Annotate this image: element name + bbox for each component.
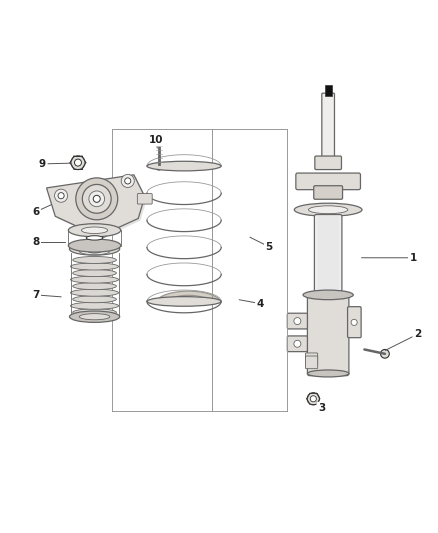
Ellipse shape (70, 243, 120, 255)
Polygon shape (49, 177, 147, 231)
Circle shape (55, 189, 67, 202)
Ellipse shape (71, 289, 119, 296)
Circle shape (381, 350, 389, 358)
Text: 3: 3 (318, 403, 325, 414)
FancyBboxPatch shape (305, 356, 318, 369)
FancyBboxPatch shape (307, 293, 349, 376)
Text: 5: 5 (265, 242, 273, 252)
Text: 1: 1 (410, 253, 417, 263)
Circle shape (310, 395, 316, 402)
Ellipse shape (71, 276, 119, 283)
FancyBboxPatch shape (287, 313, 307, 329)
Ellipse shape (307, 370, 349, 377)
Text: 2: 2 (414, 329, 421, 339)
Ellipse shape (88, 249, 101, 253)
Ellipse shape (71, 263, 119, 270)
Ellipse shape (70, 311, 120, 322)
FancyBboxPatch shape (287, 336, 307, 352)
Polygon shape (156, 291, 221, 302)
Ellipse shape (86, 236, 103, 240)
Circle shape (125, 178, 131, 184)
Circle shape (96, 224, 109, 238)
Ellipse shape (308, 206, 348, 214)
Circle shape (71, 156, 85, 169)
Circle shape (351, 319, 357, 326)
Ellipse shape (73, 256, 117, 263)
Ellipse shape (79, 313, 110, 320)
FancyBboxPatch shape (305, 353, 318, 366)
FancyBboxPatch shape (315, 156, 342, 169)
Text: 4: 4 (257, 298, 264, 309)
Circle shape (74, 159, 81, 166)
Circle shape (121, 174, 134, 188)
Circle shape (93, 195, 100, 203)
Text: 10: 10 (148, 135, 163, 145)
Ellipse shape (303, 290, 353, 300)
Polygon shape (46, 175, 145, 229)
Ellipse shape (73, 270, 117, 277)
Ellipse shape (71, 302, 119, 309)
Text: 7: 7 (32, 290, 39, 300)
Ellipse shape (294, 203, 362, 216)
FancyBboxPatch shape (348, 306, 361, 338)
Ellipse shape (73, 296, 117, 303)
FancyBboxPatch shape (296, 173, 360, 190)
Circle shape (76, 178, 118, 220)
Text: 9: 9 (39, 159, 46, 169)
Ellipse shape (79, 248, 110, 255)
Ellipse shape (68, 224, 121, 237)
Circle shape (155, 162, 162, 170)
Circle shape (99, 228, 106, 234)
Bar (325, 85, 332, 96)
FancyBboxPatch shape (314, 185, 343, 199)
Text: 6: 6 (32, 207, 39, 217)
Ellipse shape (147, 297, 221, 306)
Circle shape (89, 191, 105, 207)
Ellipse shape (73, 309, 117, 316)
FancyBboxPatch shape (322, 93, 335, 167)
Circle shape (58, 192, 64, 199)
Ellipse shape (68, 239, 121, 252)
FancyBboxPatch shape (318, 216, 339, 295)
Circle shape (294, 318, 301, 325)
Ellipse shape (73, 282, 117, 289)
Circle shape (294, 340, 301, 348)
Ellipse shape (81, 227, 108, 233)
Ellipse shape (147, 161, 221, 171)
Circle shape (82, 184, 111, 213)
Text: 8: 8 (32, 238, 39, 247)
Circle shape (307, 393, 319, 405)
FancyBboxPatch shape (138, 193, 152, 204)
FancyBboxPatch shape (314, 215, 342, 297)
